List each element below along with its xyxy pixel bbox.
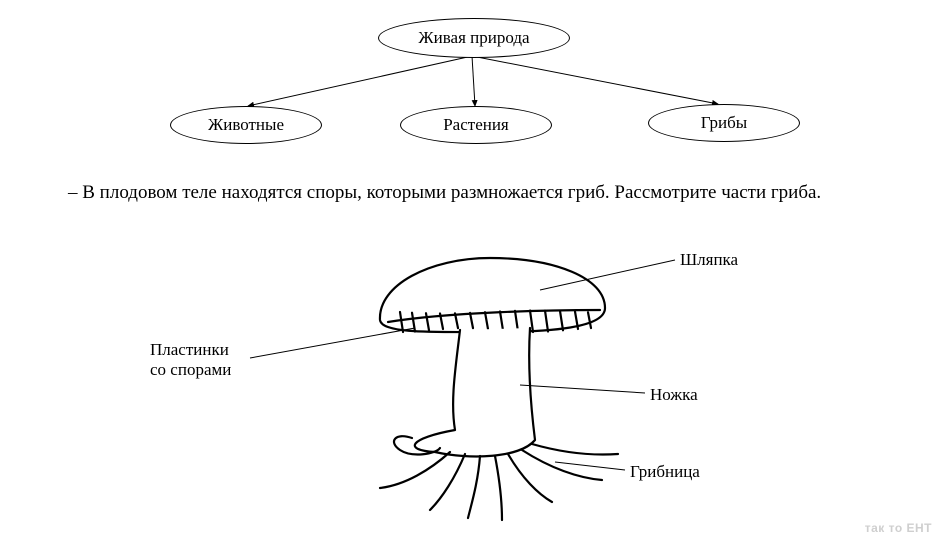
label-mycelium: Грибница <box>630 462 700 482</box>
label-gills: Пластинкисо спорами <box>150 340 231 379</box>
page: Живая природа Животные Растения Грибы – … <box>0 0 940 541</box>
paragraph: – В плодовом теле находятся споры, котор… <box>30 180 910 206</box>
hierarchy-child-fungi: Грибы <box>648 104 800 142</box>
hierarchy-child-plants: Растения <box>400 106 552 144</box>
mushroom-svg <box>150 230 790 530</box>
label-stipe: Ножка <box>650 385 698 405</box>
watermark: так то ЕНТ <box>865 521 932 535</box>
hierarchy-child-label: Грибы <box>701 113 747 133</box>
hierarchy-root: Живая природа <box>378 18 570 58</box>
paragraph-text: – В плодовом теле находятся споры, котор… <box>68 182 821 203</box>
hierarchy-child-animals: Животные <box>170 106 322 144</box>
hierarchy-root-label: Живая природа <box>418 28 529 48</box>
hierarchy-child-label: Животные <box>208 115 284 135</box>
hierarchy-child-label: Растения <box>443 115 509 135</box>
label-cap: Шляпка <box>680 250 738 270</box>
mushroom-diagram: Шляпка Пластинкисо спорами Ножка Грибниц… <box>150 230 790 530</box>
